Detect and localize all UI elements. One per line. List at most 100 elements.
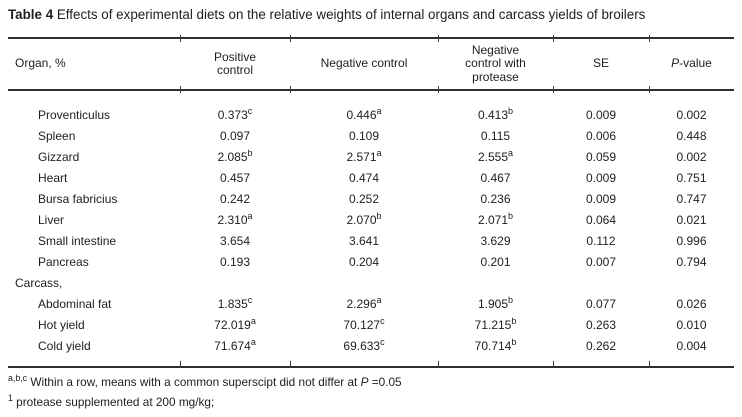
footnote-superscript: 1 [8, 393, 13, 404]
cell: 71.215b [438, 314, 553, 335]
footnote-protease: 1 protease supplemented at 200 mg/kg; [8, 390, 402, 410]
footnote-text: Within a row, means with a common supers… [27, 374, 361, 389]
table-caption: Effects of experimental diets on the rel… [53, 7, 646, 22]
cell: 2.555a [438, 146, 553, 167]
cell-value: 0.059 [585, 149, 617, 164]
col-header-positive-control: Positive control [180, 38, 290, 91]
column-boundary-tick [649, 361, 650, 368]
column-boundary-tick [553, 86, 554, 93]
cell-value: 0.115 [480, 129, 511, 143]
cell-value: 0.006 [585, 128, 617, 143]
cell: 0.115 [438, 125, 553, 146]
table-row-pancreas: Pancreas 0.193 0.204 0.201 0.007 0.794 [8, 251, 734, 272]
cell [180, 272, 290, 293]
cell-value: 0.193 [219, 255, 251, 269]
cell: 0.006 [553, 125, 649, 146]
cell: 0.457 [180, 167, 290, 188]
column-boundary-tick [553, 361, 554, 368]
cell: 0.373c [180, 90, 290, 125]
column-boundary-tick [290, 35, 291, 42]
cell-value: 71.674 [214, 339, 251, 353]
row-label: Proventiculus [38, 107, 111, 122]
cell: 0.236 [438, 188, 553, 209]
cell-value: 3.641 [348, 234, 380, 248]
row-label: Spleen [38, 128, 76, 143]
footnotes: a,b,c Within a row, means with a common … [8, 370, 402, 411]
cell: 0.004 [649, 335, 734, 367]
row-label: Heart [38, 170, 68, 185]
cell-value: 1.835 [217, 297, 248, 311]
table-number: Table 4 [8, 7, 54, 22]
table-row-heart: Heart 0.457 0.474 0.467 0.009 0.751 [8, 167, 734, 188]
header-label: Positive control [213, 49, 257, 77]
col-header-negative-control-protease: Negative control with protease [438, 38, 553, 91]
row-label: Hot yield [38, 317, 85, 332]
cell-value: 0.236 [480, 192, 511, 206]
header-row: Organ, % Positive control Negative contr… [8, 38, 734, 91]
cell: 0.413b [438, 90, 553, 125]
cell: 3.654 [180, 230, 290, 251]
cell: 1.905b [438, 293, 553, 314]
row-label: Pancreas [38, 254, 89, 269]
cell-value: 0.004 [676, 338, 707, 353]
column-boundary-tick [180, 86, 181, 93]
cell-value: 2.085 [217, 150, 248, 164]
footnote-significance: a,b,c Within a row, means with a common … [8, 370, 402, 390]
col-header-organ: Organ, % [8, 38, 180, 91]
cell-value: 2.296 [346, 297, 377, 311]
cell-superscript: a [376, 295, 382, 305]
cell: 1.835c [180, 293, 290, 314]
cell-value: 0.448 [676, 128, 707, 143]
cell: 0.009 [553, 167, 649, 188]
cell-value: 2.310 [217, 213, 248, 227]
col-header-se: SE [553, 38, 649, 91]
footnote-text: protease supplemented at 200 mg/kg; [12, 395, 215, 410]
cell-superscript: c [247, 295, 253, 305]
row-label: Small intestine [38, 233, 117, 248]
row-label: Liver [38, 212, 65, 227]
header-label: -value [679, 56, 712, 71]
cell: 3.629 [438, 230, 553, 251]
cell: 0.009 [553, 90, 649, 125]
table-row-proventiculus: Proventiculus 0.373c 0.446a 0.413b 0.009… [8, 90, 734, 125]
cell: 0.064 [553, 209, 649, 230]
cell: 72.019a [180, 314, 290, 335]
cell: 0.263 [553, 314, 649, 335]
cell-value: 0.077 [585, 296, 617, 311]
data-table: Organ, % Positive control Negative contr… [8, 37, 734, 368]
cell-superscript: c [380, 337, 385, 347]
cell-value: 0.751 [676, 170, 707, 185]
cell: 0.021 [649, 209, 734, 230]
cell: 0.002 [649, 90, 734, 125]
table-row-carcass-section: Carcass, [8, 272, 734, 293]
cell: 0.474 [290, 167, 438, 188]
cell: 0.751 [649, 167, 734, 188]
cell-value: 0.026 [676, 296, 707, 311]
cell: 2.571a [290, 146, 438, 167]
cell-value: 0.794 [676, 254, 707, 269]
cell: 0.996 [649, 230, 734, 251]
cell: 0.112 [553, 230, 649, 251]
cell-value: 2.571 [346, 150, 377, 164]
cell: 2.070b [290, 209, 438, 230]
cell: 0.109 [290, 125, 438, 146]
cell-value: 0.112 [586, 233, 616, 248]
cell-value: 0.009 [585, 191, 617, 206]
column-boundary-tick [180, 35, 181, 42]
header-label-italic: P [671, 56, 680, 71]
cell: 3.641 [290, 230, 438, 251]
cell: 0.059 [553, 146, 649, 167]
cell-value: 0.097 [219, 129, 251, 143]
cell: 0.009 [553, 188, 649, 209]
cell-value: 2.555 [477, 150, 508, 164]
cell: 0.794 [649, 251, 734, 272]
cell-value: 0.474 [348, 171, 380, 185]
cell: 0.242 [180, 188, 290, 209]
col-header-negative-control: Negative control [290, 38, 438, 91]
column-boundary-tick [649, 86, 650, 93]
cell-superscript: c [247, 106, 253, 116]
cell-value: 0.204 [348, 255, 380, 269]
table-row-gizzard: Gizzard 2.085b 2.571a 2.555a 0.059 0.002 [8, 146, 734, 167]
cell: 70.714b [438, 335, 553, 367]
cell-value: 0.002 [676, 107, 707, 122]
